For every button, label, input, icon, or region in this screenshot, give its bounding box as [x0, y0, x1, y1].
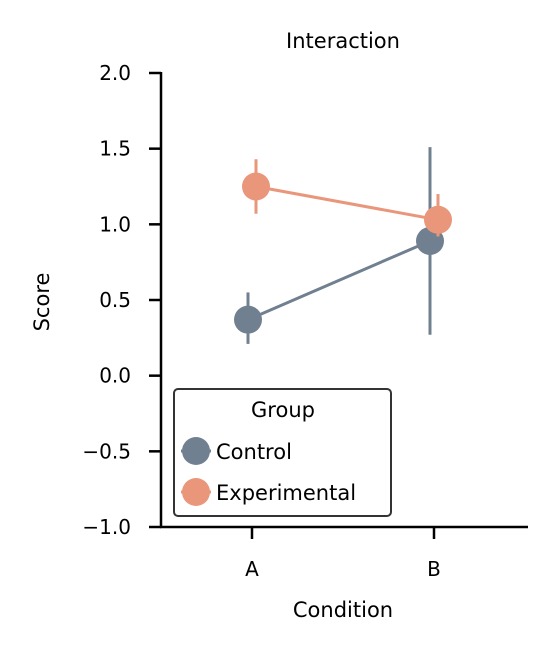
y-tick-label: 1.0: [99, 212, 131, 236]
y-ticks: −1.0 −0.5 0.0 0.5 1.0 1.5 2.0: [82, 61, 161, 539]
legend-items: Control Experimental: [181, 437, 356, 506]
series-line: [255, 185, 439, 222]
legend-title: Group: [251, 398, 315, 422]
y-tick-label: 0.0: [99, 364, 131, 388]
legend-box: [173, 388, 392, 517]
data-point: [234, 305, 262, 334]
y-tick-label: −0.5: [82, 439, 131, 463]
legend-label: Control: [216, 440, 292, 464]
y-tick-label: 1.5: [99, 137, 131, 161]
x-tick-label: B: [427, 557, 441, 581]
plot-area: [234, 147, 452, 344]
y-axis-label: Score: [30, 273, 54, 332]
legend-marker: [182, 478, 210, 506]
y-tick-label: 2.0: [99, 61, 131, 85]
x-axis-label: Condition: [293, 598, 393, 622]
x-tick-label: A: [245, 557, 259, 581]
series-line: [247, 239, 431, 322]
series-experimental: [242, 159, 452, 237]
chart-title: Interaction: [286, 29, 400, 53]
data-point: [242, 172, 270, 201]
y-tick-label: −1.0: [82, 515, 131, 539]
y-tick-label: 0.5: [99, 288, 131, 312]
legend-marker: [182, 437, 210, 465]
legend: Group Control Experimental: [173, 388, 392, 517]
data-point: [424, 205, 452, 234]
legend-label: Experimental: [216, 481, 356, 505]
